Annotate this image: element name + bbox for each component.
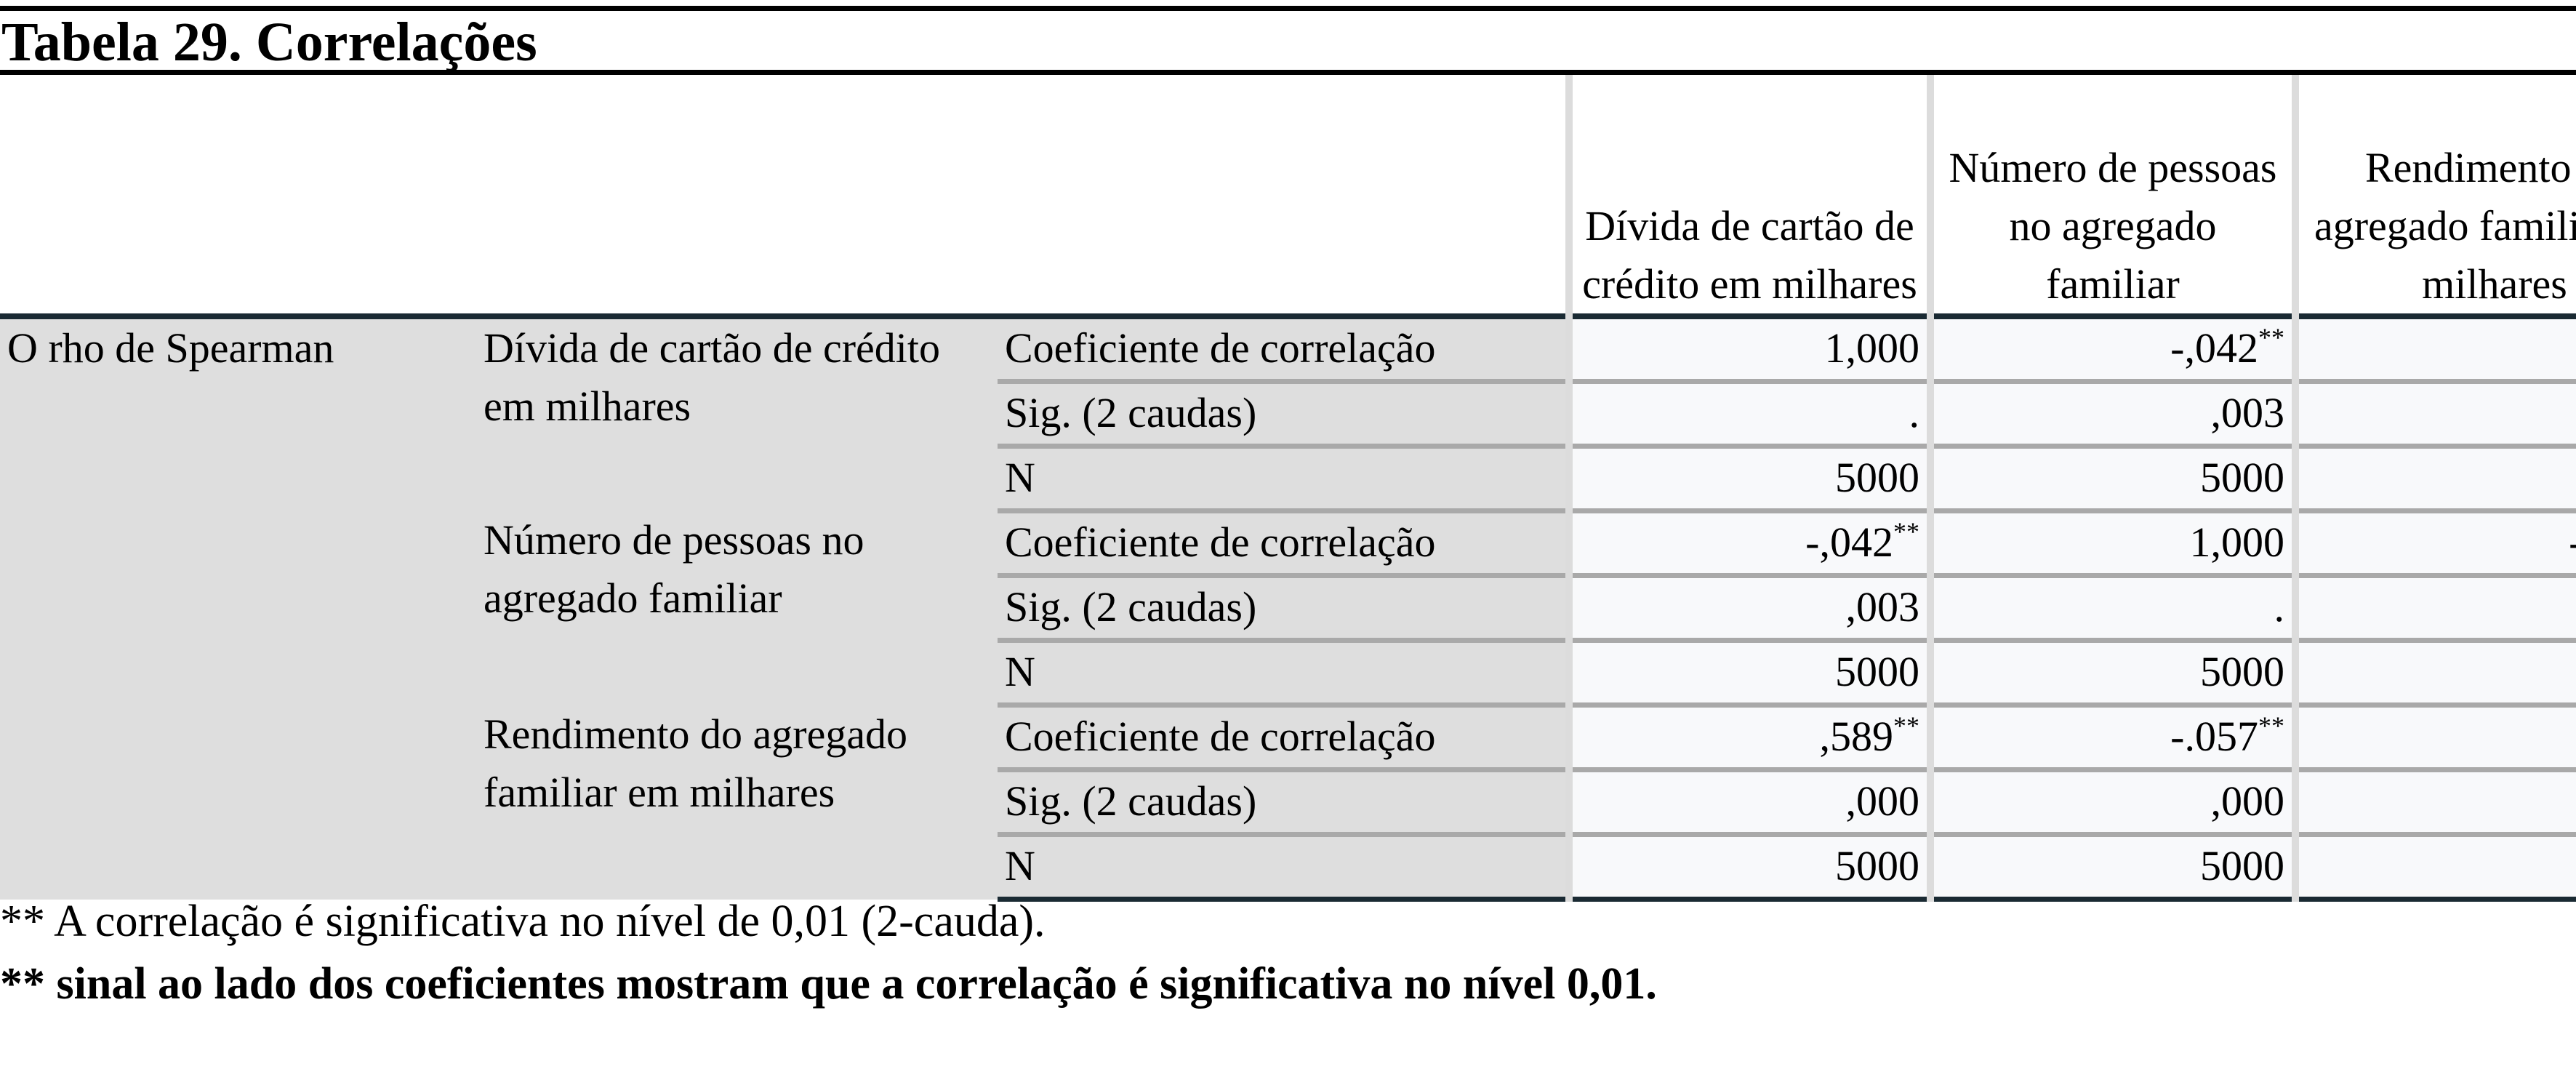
value-cell: 5000 (2292, 444, 2576, 511)
footnote-bold: ** sinal ao lado dos coeficientes mostra… (0, 959, 1657, 1009)
value-cell: -,042** (1927, 316, 2295, 382)
value: ,003 (1845, 583, 1920, 630)
value: ,000 (1845, 777, 1920, 825)
significance-mark: ** (2258, 711, 2284, 740)
value-cell: 1,000 (1927, 508, 2295, 576)
header-blank (476, 75, 998, 319)
significance-mark: ** (1893, 517, 1919, 546)
value-cell: ,000 (1927, 767, 2295, 835)
header-blank (0, 75, 476, 319)
value-cell: ,003 (1927, 379, 2295, 447)
statistic-label: N (998, 832, 1569, 902)
table-row: Número de pessoas no agregado familiar Co… (0, 508, 2576, 705)
value-cell: . (1565, 379, 1930, 447)
table-row: Sig. (2 caudas) ,000 ,000 (0, 767, 2576, 835)
column-header: Dívida de cartão de crédito em milhares (1565, 75, 1930, 319)
value: ,589 (1819, 713, 1894, 760)
header-blank (998, 75, 1569, 319)
value: ,000 (2210, 777, 2285, 825)
value-cell: ,000 (2292, 379, 2576, 447)
value: 5000 (2200, 842, 2284, 889)
value: . (1909, 389, 1920, 436)
statistic-label: Sig. (2 caudas) (998, 573, 1569, 641)
value-cell: 5000 (2292, 638, 2576, 705)
table-title: Tabela 29. Correlações (0, 6, 2576, 75)
value: 1,000 (1824, 324, 1920, 372)
value: -.057 (2569, 519, 2576, 566)
value-cell: 5000 (1565, 832, 1930, 902)
value-cell: 5000 (2292, 832, 2576, 902)
value-cell: -.057** (1927, 702, 2295, 770)
statistic-label: N (998, 444, 1569, 511)
statistic-label: Sig. (2 caudas) (998, 767, 1569, 835)
value-cell (2292, 767, 2576, 835)
statistic-label: Sig. (2 caudas) (998, 379, 1569, 447)
table-row: N500050005000 (0, 444, 2576, 511)
statistic-label: Coeficiente de correlação (998, 508, 1569, 576)
variable-label: Rendimento do agregado familiar em milha… (476, 705, 998, 900)
table-row: Sig. (2 caudas). ,003,000 (0, 379, 2576, 447)
column-header: Número de pessoas no agregado familiar (1927, 75, 2295, 319)
statistic-label: N (998, 638, 1569, 705)
value-cell: ,589** (1565, 702, 1930, 770)
value-cell: 5000 (1927, 444, 2295, 511)
value-cell: ,003 (1565, 573, 1930, 641)
significance-mark: ** (1893, 711, 1919, 740)
value: -,042 (1805, 519, 1893, 566)
value-cell: 5000 (1565, 638, 1930, 705)
table-row: O rho de Spearman Dívida de cartão de cré… (0, 316, 2576, 900)
table-row: N500050005000 (0, 832, 2576, 902)
value: 5000 (1835, 842, 1919, 889)
value-cell: . (1927, 573, 2295, 641)
value: ,003 (2210, 389, 2285, 436)
value-cell: 5000 (1927, 638, 2295, 705)
value-cell: ,000 (1565, 767, 1930, 835)
table-row: Sig. (2 caudas) ,003.,000 (0, 573, 2576, 641)
value-cell: ,589** (2292, 316, 2576, 382)
variable-label: Número de pessoas no agregado familiar (476, 511, 998, 705)
header-row: Dívida de cartão de crédito em milhares … (0, 75, 2576, 319)
table-row: Rendimento do agregado familiar em milha… (0, 702, 2576, 900)
value-cell: 5000 (1927, 832, 2295, 902)
value: -.057 (2170, 713, 2258, 760)
value: -,042 (2170, 324, 2258, 372)
value-cell: -,042** (1565, 508, 1930, 576)
value-cell: 1,000 (1565, 316, 1930, 382)
value-cell: -.057** (2292, 508, 2576, 576)
value: 5000 (1835, 454, 1919, 501)
value-cell: 1,000 (2292, 702, 2576, 770)
statistic-label: Coeficiente de correlação (998, 316, 1569, 382)
significance-mark: ** (2258, 323, 2284, 352)
value: 1,000 (2189, 519, 2285, 566)
value-cell: ,000 (2292, 573, 2576, 641)
footnote: ** A correlação é significativa no nível… (0, 897, 1046, 946)
column-header: Rendimento do agregado familiar em milha… (2292, 75, 2576, 319)
method-label: O rho de Spearman (0, 316, 476, 900)
table-row: N500050005000 (0, 638, 2576, 705)
value: 5000 (1835, 648, 1919, 695)
value: 5000 (2200, 648, 2284, 695)
value-cell: 5000 (1565, 444, 1930, 511)
statistic-label: Coeficiente de correlação (998, 702, 1569, 770)
value: . (2274, 583, 2285, 630)
variable-label: Dívida de cartão de crédito em milhares (476, 316, 998, 511)
value: 5000 (2200, 454, 2284, 501)
correlations-table: Dívida de cartão de crédito em milhares … (0, 75, 2576, 902)
